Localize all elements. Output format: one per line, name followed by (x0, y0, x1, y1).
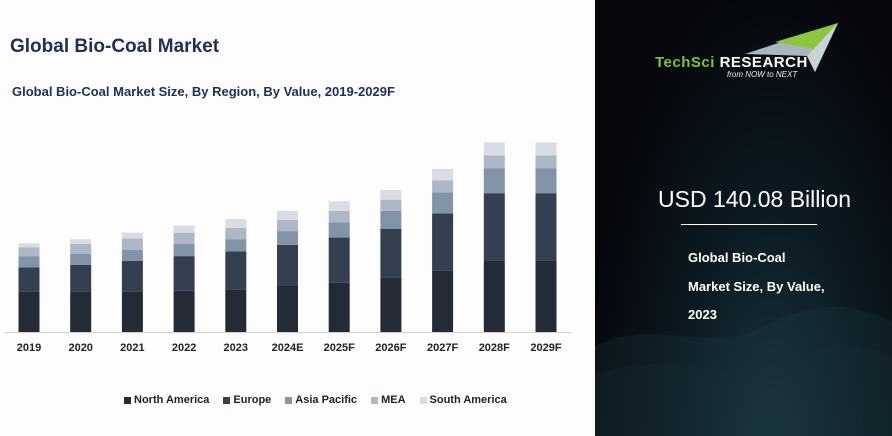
bar-segment-north-america-2022 (173, 290, 195, 332)
bar-segment-south-america-2019 (18, 243, 40, 248)
bar-segment-mea-2022 (173, 232, 195, 245)
legend-item: North America (124, 394, 209, 406)
bar-segment-asia-pacific-2028F (483, 168, 505, 194)
bar-segment-mea-2024E (277, 219, 298, 232)
x-tick-label: 2024E (272, 342, 304, 352)
summary-panel: TechSci Research from NOW to NEXT USD 14… (595, 0, 892, 436)
logo-text-techsci: TechSci (655, 54, 715, 71)
bar-segment-europe-2023 (225, 251, 247, 290)
bar-segment-north-america-2028F (483, 260, 505, 332)
legend-swatch (223, 396, 231, 404)
x-tick-label: 2020 (68, 342, 92, 352)
market-value: USD 140.08 Billion (658, 186, 852, 212)
bar-segment-mea-2028F (483, 155, 505, 169)
bar-segment-north-america-2023 (225, 289, 247, 332)
legend-item: MEA (371, 394, 406, 406)
bar-segment-europe-2029F (535, 193, 557, 261)
bar-segment-north-america-2019 (18, 291, 40, 332)
bar-segment-south-america-2020 (70, 239, 92, 245)
bar-segment-asia-pacific-2020 (70, 253, 92, 266)
legend-label: South America (429, 394, 507, 406)
legend-label: MEA (381, 394, 406, 406)
legend-item: Europe (223, 394, 271, 406)
bar-segment-south-america-2024E (277, 210, 298, 220)
stacked-bar-chart: 2019 2020 2021 2022 2023 2024E 2025F 2026F 2027F… (4, 142, 572, 352)
bar-segment-mea-2023 (225, 227, 247, 240)
legend-item: Asia Pacific (285, 394, 357, 406)
x-tick-label: 2019 (17, 342, 41, 352)
x-tick-label: 2023 (224, 342, 248, 352)
legend-swatch (371, 396, 379, 404)
bar-segment-europe-2027F (432, 213, 454, 271)
bar-segment-europe-2026F (380, 228, 402, 278)
bar-segment-mea-2021 (121, 238, 143, 250)
bar-segment-south-america-2022 (173, 225, 195, 233)
legend: North America Europe Asia Pacific MEA South … (124, 394, 507, 406)
bar-segment-south-america-2028F (483, 142, 505, 156)
bar-segment-asia-pacific-2027F (432, 192, 454, 214)
bar-segment-asia-pacific-2023 (225, 239, 247, 252)
x-tick-label: 2027F (427, 342, 458, 352)
x-tick-label: 2026F (375, 342, 406, 352)
legend-label: Europe (233, 394, 272, 406)
divider (681, 224, 817, 225)
logo-text-research: Research (719, 54, 808, 71)
bar-segment-asia-pacific-2026F (380, 210, 402, 229)
bar-segment-north-america-2029F (535, 260, 557, 332)
bar-segment-south-america-2023 (225, 219, 247, 228)
bar-segment-europe-2024E (277, 244, 298, 286)
x-tick-label: 2021 (120, 342, 144, 352)
x-tick-label: 2028F (479, 342, 510, 352)
bar-segment-south-america-2026F (380, 189, 402, 200)
bar-segment-mea-2026F (380, 199, 402, 211)
bar-segment-north-america-2025F (328, 282, 350, 332)
bar-segment-asia-pacific-2025F (328, 222, 350, 238)
chart-subtitle: Global Bio-Coal Market Size, By Region, … (12, 84, 395, 99)
bar-segment-south-america-2025F (328, 201, 350, 211)
wave-background (595, 306, 892, 436)
bar-segment-north-america-2020 (70, 291, 92, 332)
bar-segment-europe-2028F (483, 193, 505, 261)
bar-segment-north-america-2026F (380, 277, 402, 332)
bar-segment-asia-pacific-2029F (535, 168, 557, 194)
bar-segment-mea-2027F (432, 180, 454, 193)
bar-segment-north-america-2021 (121, 291, 143, 332)
bar-segment-mea-2019 (18, 247, 40, 257)
bar-segment-europe-2021 (121, 260, 143, 292)
bar-segment-europe-2019 (18, 267, 40, 292)
x-tick-label: 2025F (324, 342, 355, 352)
bar-segment-europe-2020 (70, 265, 92, 292)
legend-swatch (285, 396, 293, 404)
bar-segment-mea-2025F (328, 210, 350, 223)
bar-segment-asia-pacific-2022 (173, 244, 195, 257)
bar-segment-europe-2025F (328, 237, 350, 283)
logo-arrow-icon (745, 23, 838, 72)
bar-segment-mea-2029F (535, 155, 557, 169)
bar-segment-mea-2020 (70, 244, 92, 254)
techsci-logo: TechSci Research from NOW to NEXT (655, 20, 845, 80)
legend-swatch (419, 396, 427, 404)
legend-label: North America (134, 394, 210, 406)
bar-segment-asia-pacific-2024E (277, 231, 298, 245)
legend-label: Asia Pacific (295, 394, 358, 406)
page-title: Global Bio-Coal Market (10, 36, 220, 57)
logo-tagline: from NOW to NEXT (727, 70, 798, 79)
bar-segment-asia-pacific-2019 (18, 256, 40, 268)
x-tick-label: 2022 (172, 342, 196, 352)
bar-segment-north-america-2024E (277, 285, 298, 332)
bar-segment-south-america-2021 (121, 232, 143, 239)
legend-swatch (124, 396, 131, 404)
legend-item: South America (419, 394, 507, 406)
bar-segment-north-america-2027F (432, 270, 454, 332)
bar-segment-south-america-2027F (432, 168, 454, 181)
bar-segment-south-america-2029F (535, 142, 557, 156)
x-tick-label: 2029F (530, 342, 561, 352)
bar-segment-asia-pacific-2021 (121, 249, 143, 261)
bar-segment-europe-2022 (173, 256, 195, 291)
chart-area: Global Bio-Coal Market Global Bio-Coal M… (4, 36, 572, 406)
market-value-description: Global Bio-Coal Market Size, By Value, 2… (688, 250, 825, 322)
